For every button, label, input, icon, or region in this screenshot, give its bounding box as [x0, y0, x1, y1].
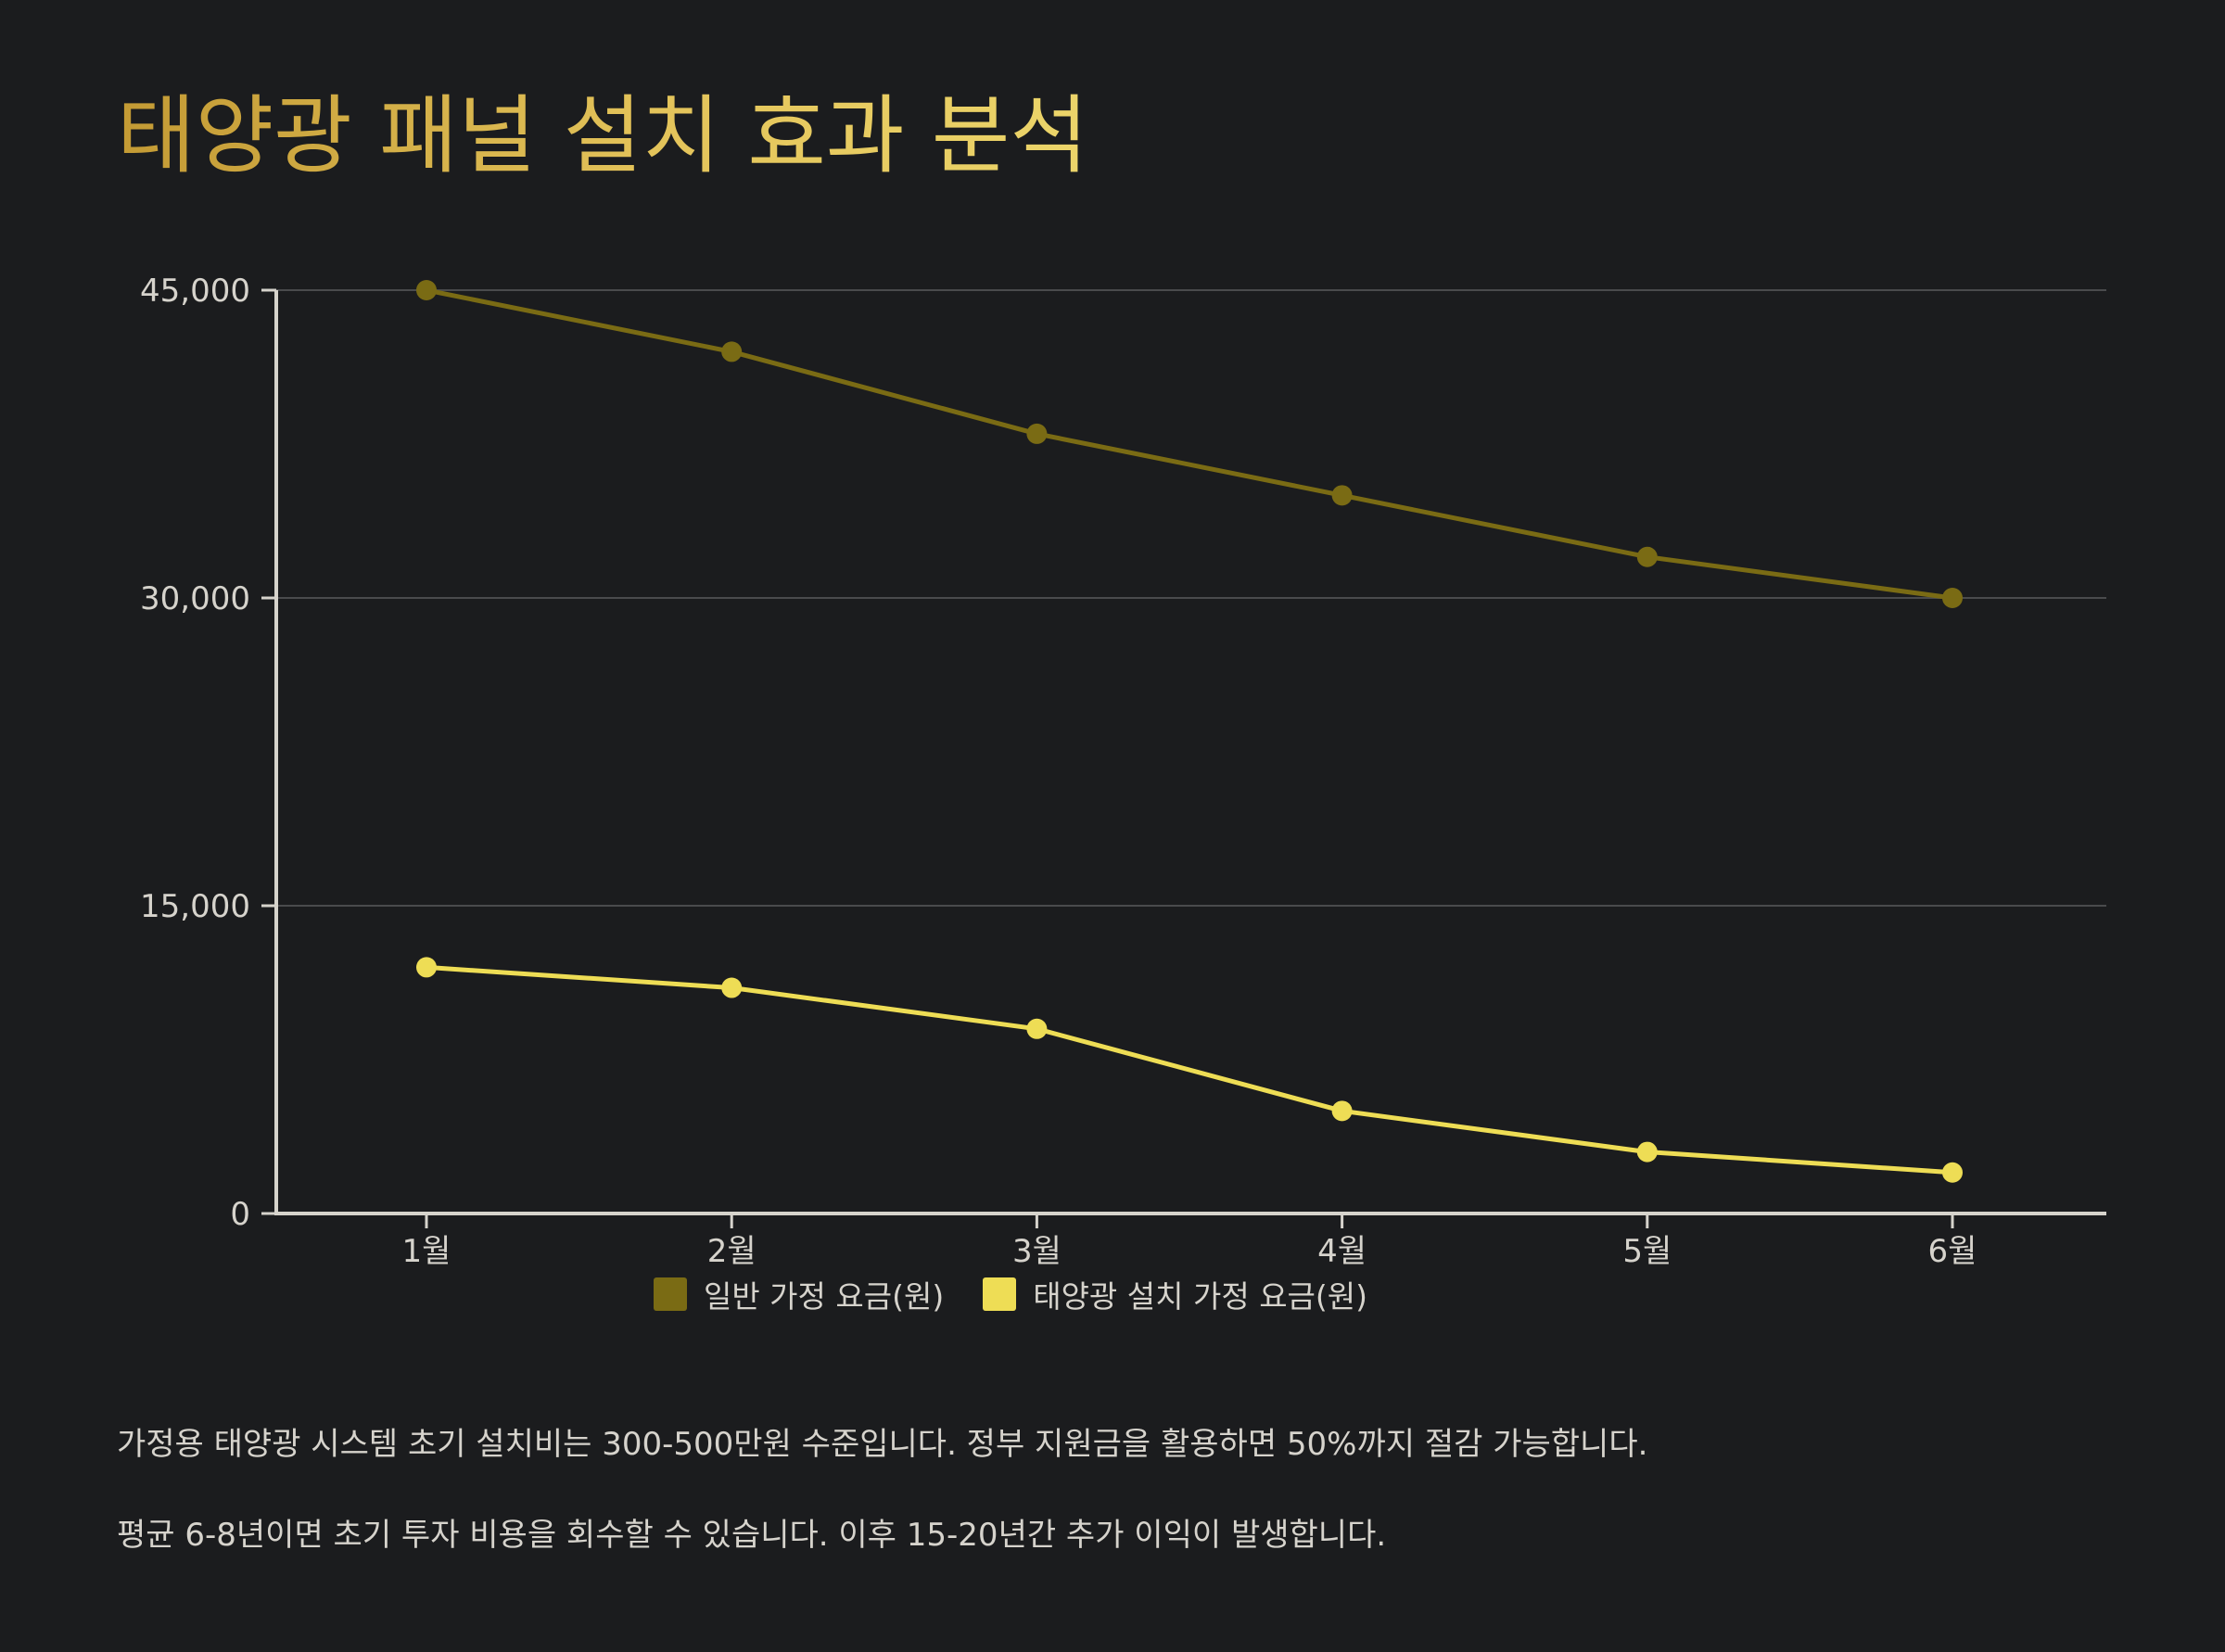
legend-swatch-solar	[983, 1277, 1017, 1311]
series-line-1	[424, 964, 1955, 1175]
x-tick-label-3: 3월	[1012, 1233, 1062, 1270]
series-0-point-1	[416, 280, 437, 300]
y-tick-label-15000: 15,000	[140, 888, 250, 925]
note-payback-period: 평균 6-8년이면 초기 투자 비용을 회수할 수 있습니다. 이후 15-20…	[117, 1517, 1387, 1554]
line-chart: 0 15,000 30,000 45,000 1월 2월 3월 4월 5월 6월	[140, 273, 2106, 1270]
series-0-point-2	[721, 341, 743, 362]
series-line-0	[424, 287, 1955, 601]
y-tick-label-30000: 30,000	[140, 580, 250, 617]
tick-label-layer: 0 15,000 30,000 45,000 1월 2월 3월 4월 5월 6월	[140, 273, 1977, 1270]
series-0-point-6	[1942, 588, 1963, 608]
x-tick-label-6: 6월	[1928, 1233, 1977, 1270]
series-0-point-5	[1636, 546, 1658, 567]
x-tick-label-2: 2월	[707, 1233, 756, 1270]
series-0	[416, 280, 1963, 608]
x-tick-label-1: 1월	[402, 1233, 451, 1270]
note-installation-cost: 가정용 태양광 시스템 초기 설치비는 300-500만원 수준입니다. 정부 …	[117, 1426, 1648, 1463]
legend-item-regular[interactable]: 일반 가정 요금(원)	[653, 1272, 945, 1316]
x-tick-label-4: 4월	[1317, 1233, 1367, 1270]
axis-layer	[261, 288, 2106, 1228]
y-tick-label-45000: 45,000	[140, 273, 250, 310]
series-1-point-5	[1636, 1141, 1658, 1163]
series-0-point-3	[1026, 423, 1048, 444]
page-title: 태양광 패널 설치 효과 분석	[117, 86, 1089, 185]
grid-layer	[276, 289, 2106, 907]
series-1-point-4	[1331, 1100, 1353, 1122]
chart-legend: 일반 가정 요금(원) 태양광 설치 가정 요금(원)	[0, 1272, 2123, 1316]
series-layer	[416, 280, 1963, 1183]
legend-label-solar: 태양광 설치 가정 요금(원)	[1033, 1278, 1368, 1315]
legend-swatch-regular	[653, 1277, 687, 1311]
y-tick-label-0: 0	[230, 1196, 250, 1233]
legend-item-solar[interactable]: 태양광 설치 가정 요금(원)	[983, 1272, 1367, 1316]
series-1	[416, 957, 1963, 1183]
legend-label-regular: 일반 가정 요금(원)	[703, 1278, 945, 1315]
series-1-point-1	[416, 957, 437, 978]
series-1-point-2	[721, 977, 743, 998]
x-tick-label-5: 5월	[1622, 1233, 1672, 1270]
series-1-point-6	[1942, 1162, 1963, 1183]
series-1-point-3	[1026, 1018, 1048, 1039]
series-0-point-4	[1331, 485, 1353, 506]
